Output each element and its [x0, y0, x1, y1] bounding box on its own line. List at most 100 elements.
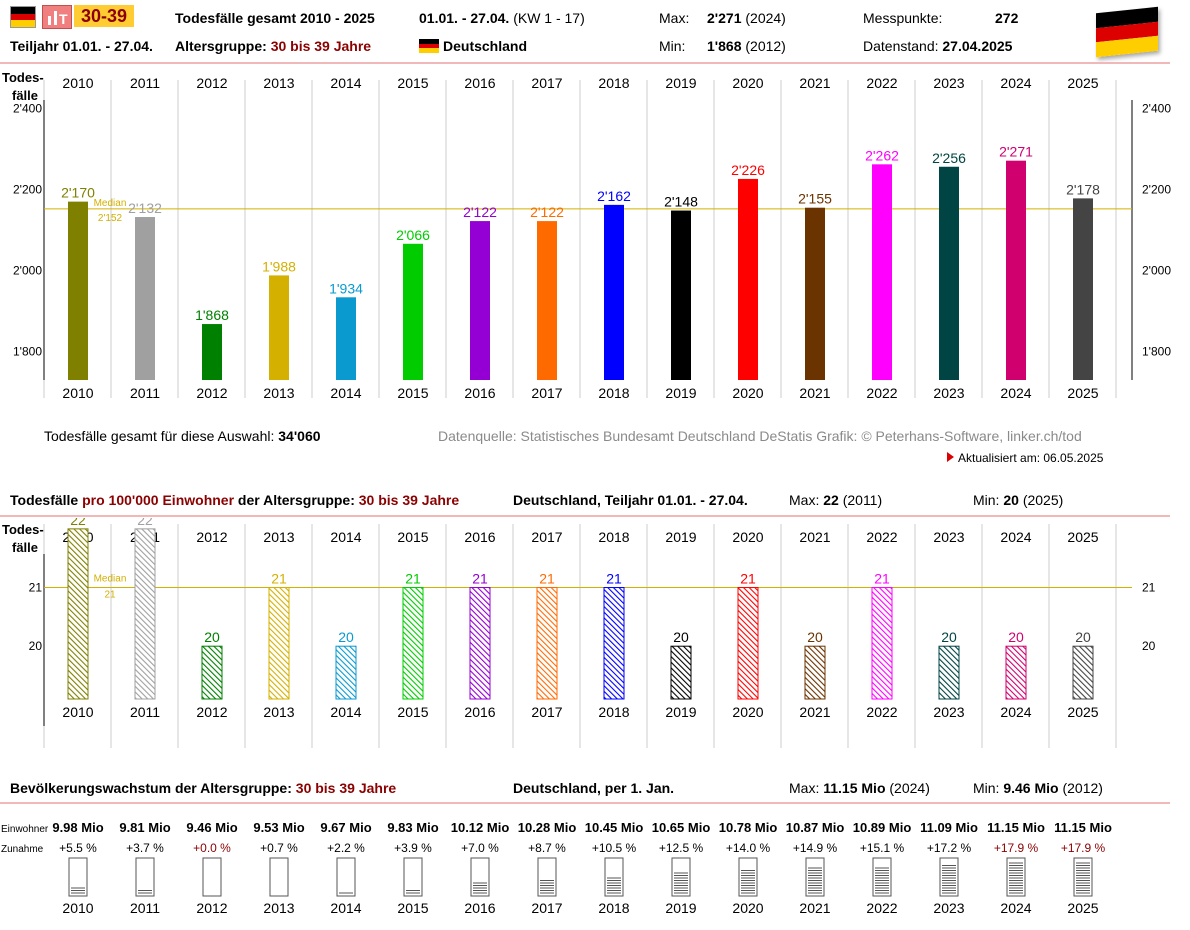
- bar: [536, 587, 558, 700]
- population-gauge: [470, 857, 490, 897]
- bar-value-label: 2'066: [396, 227, 430, 243]
- growth-value: +3.7 %: [126, 841, 164, 855]
- x-tick-label-top: 2019: [665, 75, 696, 91]
- bar-value-label: 20: [1075, 629, 1091, 645]
- growth-value: +15.1 %: [860, 841, 905, 855]
- population-growth-table: Einwohner Zunahme 9.98 Mio +5.5 % 2010 9.81 M…: [1, 820, 1112, 916]
- x-tick-label: 2020: [732, 900, 763, 916]
- x-tick-label-top: 2015: [397, 529, 428, 545]
- teiljahr-label: Teiljahr 01.01. - 27.04.: [10, 38, 153, 54]
- section3-min: Min: 9.46 Mio (2012): [973, 780, 1103, 796]
- population-gauge: [202, 857, 222, 897]
- x-tick-label: 2016: [464, 385, 495, 401]
- divider: [0, 62, 1170, 64]
- x-tick-label-top: 2015: [397, 75, 428, 91]
- bar-value-label: 2'155: [798, 191, 832, 207]
- max-label: Max:: [659, 10, 690, 26]
- y-axis-label: fälle: [12, 540, 38, 555]
- x-tick-label: 2019: [665, 900, 696, 916]
- median-value-label: 2'152: [98, 213, 123, 224]
- y-tick-label: 2'000: [13, 264, 42, 278]
- x-tick-label: 2010: [62, 900, 93, 916]
- population-value: 10.89 Mio: [853, 820, 912, 835]
- x-tick-label: 2024: [1000, 385, 1031, 401]
- messpunkte-label: Messpunkte:: [863, 10, 943, 26]
- bar-value-label: 2'162: [597, 188, 631, 204]
- growth-value: +2.2 %: [327, 841, 365, 855]
- population-gauge: [135, 857, 155, 897]
- bar: [469, 587, 491, 700]
- y-tick-label: 21: [29, 581, 43, 595]
- bar: [470, 221, 490, 380]
- bar-value-label: 2'226: [731, 162, 765, 178]
- median-label: Median: [94, 574, 127, 585]
- x-tick-label: 2013: [263, 385, 294, 401]
- bar: [335, 645, 357, 700]
- chart-type-icon[interactable]: T: [42, 5, 72, 29]
- data-source[interactable]: Datenquelle: Statistisches Bundesamt Deu…: [438, 428, 1082, 444]
- bar: [804, 645, 826, 700]
- altersgruppe: Altersgruppe: 30 bis 39 Jahre: [175, 38, 372, 54]
- population-value: 10.45 Mio: [585, 820, 644, 835]
- age-group-badge[interactable]: 30-39: [74, 5, 134, 27]
- bar: [68, 201, 88, 380]
- row-label-growth: Zunahme: [1, 844, 44, 855]
- deaths-per-100k-chart: Todes-fälle20202121Median212010201022201…: [2, 518, 1156, 748]
- y-tick-label-right: 21: [1142, 581, 1156, 595]
- x-tick-label: 2025: [1067, 900, 1098, 916]
- bar-value-label: 21: [606, 571, 622, 587]
- bar: [737, 587, 759, 700]
- x-tick-label: 2014: [330, 385, 361, 401]
- population-value: 10.12 Mio: [451, 820, 510, 835]
- y-tick-label-right: 20: [1142, 639, 1156, 653]
- y-axis-label: Todes-: [2, 70, 44, 85]
- x-tick-label-top: 2013: [263, 529, 294, 545]
- x-tick-label: 2013: [263, 704, 294, 720]
- bar: [1005, 645, 1027, 700]
- x-tick-label-top: 2023: [933, 529, 964, 545]
- x-tick-label-top: 2016: [464, 75, 495, 91]
- population-value: 10.65 Mio: [652, 820, 711, 835]
- bar-value-label: 2'271: [999, 144, 1033, 160]
- x-tick-label: 2011: [130, 704, 160, 720]
- section3-title: Bevölkerungswachstum der Altersgruppe: 3…: [10, 780, 397, 796]
- growth-value: +0.7 %: [260, 841, 298, 855]
- deaths-total-chart: Todes-fälle 1'800 1'800 2'000 2'000 2'200 2'20…: [2, 70, 1171, 401]
- x-tick-label: 2016: [464, 704, 495, 720]
- page-title: Todesfälle gesamt 2010 - 2025: [175, 10, 375, 26]
- median-value-label: 21: [104, 590, 116, 601]
- bar-value-label: 2'122: [530, 204, 564, 220]
- x-tick-label-top: 2012: [196, 529, 227, 545]
- population-value: 9.67 Mio: [320, 820, 371, 835]
- x-tick-label: 2019: [665, 385, 696, 401]
- bar-value-label: 20: [941, 629, 957, 645]
- bar-value-label: 2'262: [865, 147, 899, 163]
- x-tick-label-top: 2020: [732, 529, 763, 545]
- bar: [871, 587, 893, 700]
- growth-value: +17.9 %: [994, 841, 1039, 855]
- section2-min: Min: 20 (2025): [973, 492, 1064, 508]
- x-tick-label-top: 2024: [1000, 529, 1031, 545]
- y-tick-label: 1'800: [13, 345, 42, 359]
- section3-max: Max: 11.15 Mio (2024): [789, 780, 930, 796]
- y-tick-label: 20: [29, 639, 43, 653]
- x-tick-label: 2017: [531, 385, 562, 401]
- bar: [402, 587, 424, 700]
- bar-value-label: 21: [472, 571, 488, 587]
- x-tick-label: 2021: [799, 704, 830, 720]
- germany-flag-icon: [1096, 6, 1158, 58]
- bar: [872, 164, 892, 380]
- svg-text:T: T: [59, 11, 68, 27]
- x-tick-label: 2021: [799, 900, 830, 916]
- x-tick-label: 2021: [799, 385, 830, 401]
- population-value: 9.46 Mio: [186, 820, 237, 835]
- x-tick-label-top: 2024: [1000, 75, 1031, 91]
- bar-value-label: 20: [807, 629, 823, 645]
- bar-value-label: 2'122: [463, 204, 497, 220]
- bar: [135, 217, 155, 380]
- bar: [805, 207, 825, 380]
- x-tick-label-top: 2018: [598, 75, 629, 91]
- x-tick-label: 2015: [397, 900, 428, 916]
- x-tick-label-top: 2014: [330, 529, 361, 545]
- y-tick-label: 2'400: [13, 101, 42, 115]
